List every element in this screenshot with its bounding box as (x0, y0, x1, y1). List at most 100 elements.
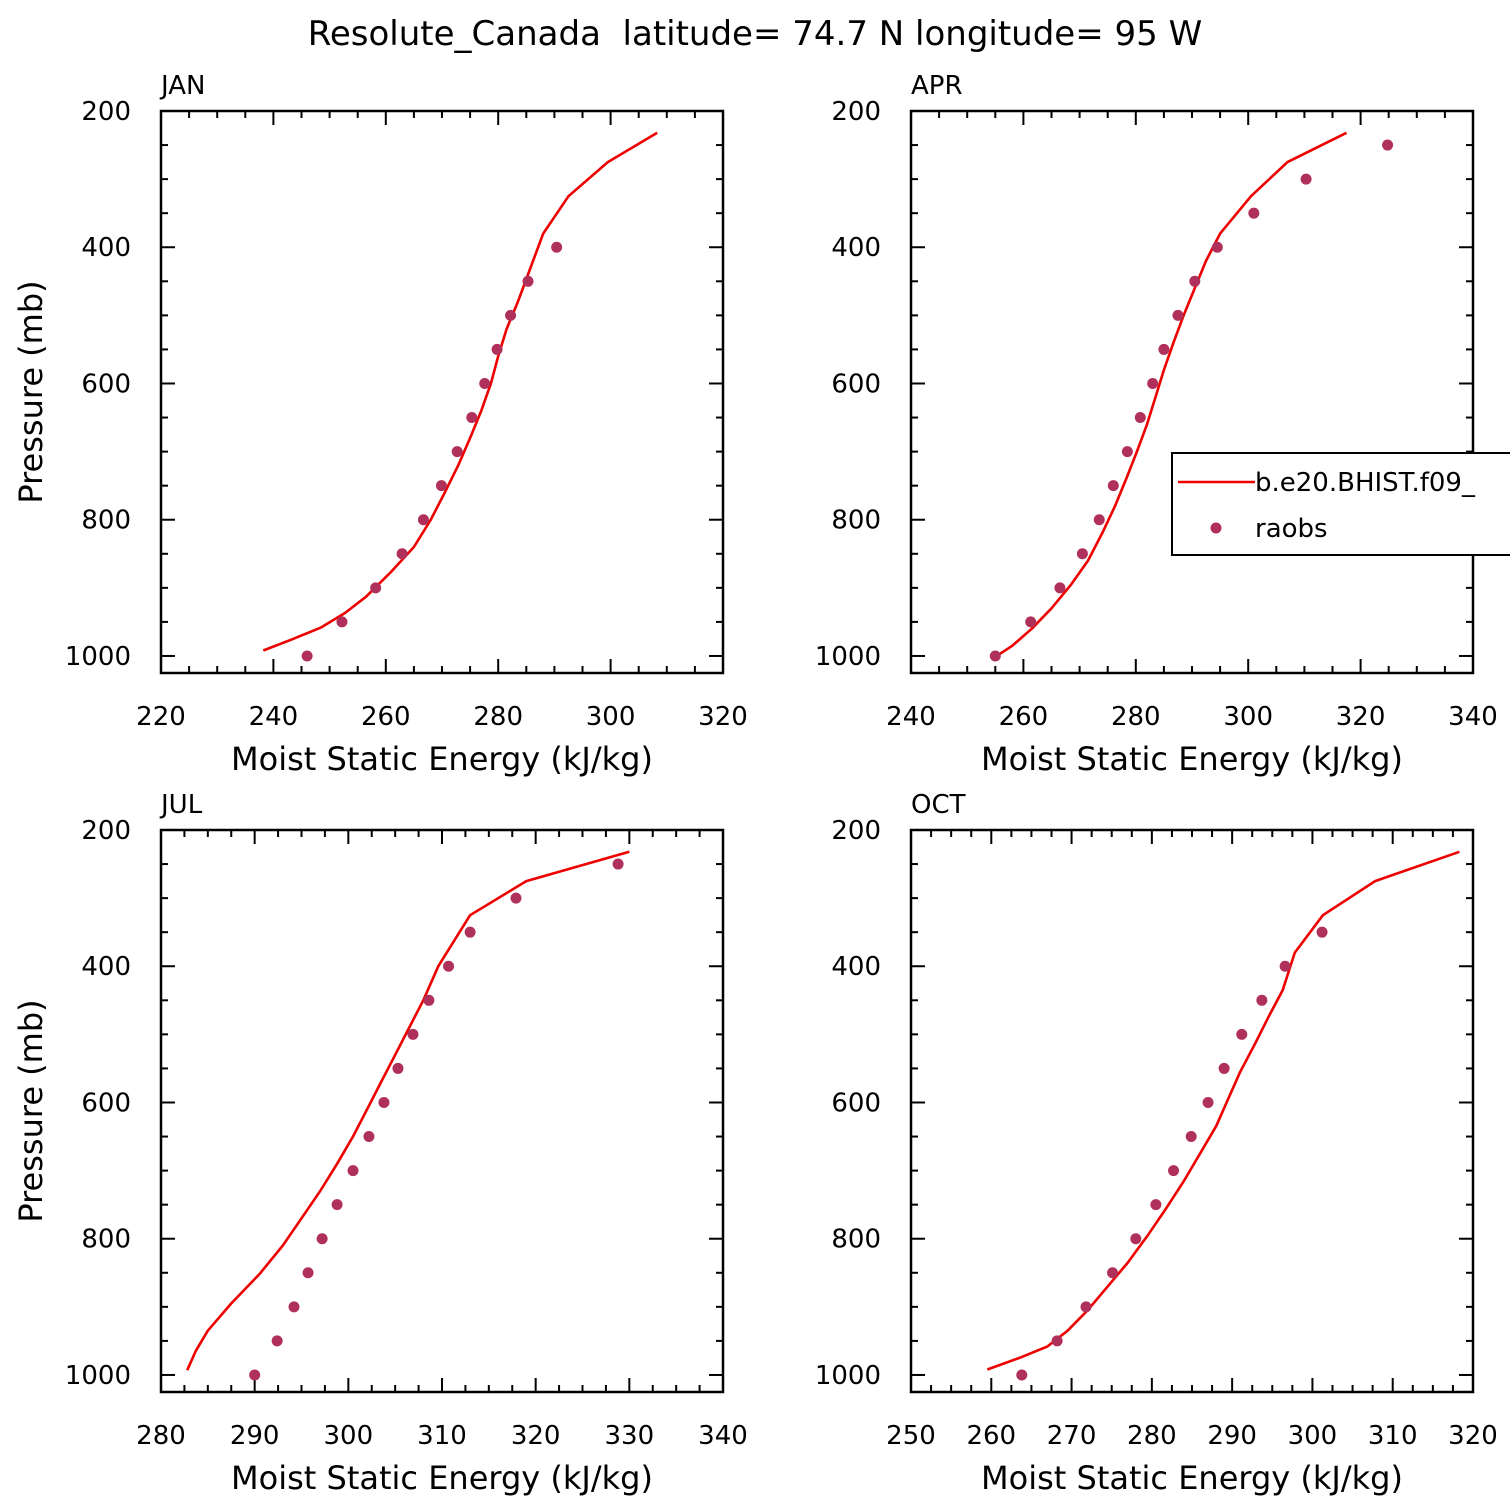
panel-oct-xtick-label: 270 (1047, 1421, 1097, 1451)
panel-jul-xtick-label: 320 (511, 1421, 561, 1451)
panel-jul-ytick-label: 400 (81, 952, 131, 982)
panel-oct-xtick-label: 320 (1448, 1421, 1498, 1451)
panel-jan-data (262, 131, 658, 662)
panel-jan-raobs-point (336, 616, 348, 628)
panel-oct-ytick-label: 800 (831, 1225, 881, 1255)
panel-jul-raobs-point (443, 960, 455, 972)
panel-jan-raobs-point (396, 548, 408, 560)
panel-jan-xlabel: Moist Static Energy (kJ/kg) (231, 740, 653, 778)
panel-jul-raobs-point (302, 1267, 314, 1279)
panel-apr-xtick-label: 300 (1223, 702, 1273, 732)
panel-apr-raobs-point (1300, 173, 1312, 185)
panel-apr-raobs-point (1093, 514, 1105, 526)
panel-oct-model-line (986, 850, 1460, 1371)
panel-jan-ytick-label: 400 (81, 233, 131, 263)
panel-apr-raobs-point (1121, 446, 1133, 458)
panel-jan: 220 240 260 280 300 320 200 400 600 800 1000 JAN Moi… (12, 71, 748, 778)
panel-oct-xtick-label: 260 (966, 1421, 1016, 1451)
panel-apr-label: APR (911, 71, 963, 101)
panel-jul-raobs-point (347, 1165, 359, 1177)
panel-jul-xtick-label: 300 (324, 1421, 374, 1451)
panel-jan-raobs-point (479, 377, 491, 389)
panel-jan-label: JAN (159, 71, 205, 101)
panel-jul-raobs-point (378, 1096, 390, 1108)
panel-jul-xlabel: Moist Static Energy (kJ/kg) (231, 1459, 653, 1497)
panel-oct-raobs-point (1080, 1301, 1092, 1313)
panel-jul-raobs-point (331, 1199, 343, 1211)
panel-jan-ytick-label: 200 (81, 97, 131, 127)
panel-apr-raobs-point (1211, 241, 1223, 253)
panel-oct-raobs-point (1107, 1267, 1119, 1279)
panel-oct-label: OCT (911, 790, 966, 820)
panel-jan-raobs-point (551, 241, 563, 253)
panel-apr-ytick-label: 200 (831, 97, 881, 127)
panel-jan-xtick-label: 280 (473, 702, 523, 732)
panel-oct-raobs-point (1051, 1335, 1063, 1347)
legend: b.e20.BHIST.f09_raobs (1171, 452, 1510, 556)
panel-jan-raobs-point (505, 309, 517, 321)
legend-raobs-label: raobs (1255, 514, 1328, 544)
panel-jul-raobs-point (423, 994, 435, 1006)
panel-oct-xtick-label: 290 (1207, 1421, 1257, 1451)
panel-apr: 240 260 280 300 320 340 200 400 600 800 1000 APR Moi… (815, 71, 1498, 778)
panel-jan-xtick-label: 240 (249, 702, 299, 732)
panel-jan-raobs-point (301, 650, 313, 662)
panel-jan-frame (159, 109, 725, 675)
panel-oct-raobs-point (1150, 1199, 1162, 1211)
panel-apr-xtick-label: 260 (999, 702, 1049, 732)
panel-jul-xtick-label: 290 (230, 1421, 280, 1451)
panel-apr-raobs-point (1054, 582, 1066, 594)
panel-jul-label: JUL (159, 790, 203, 820)
panel-jul-raobs-point (249, 1369, 261, 1381)
panel-jul-ytick-label: 800 (81, 1225, 131, 1255)
panel-apr-ytick-label: 400 (831, 233, 881, 263)
panel-apr-data (989, 131, 1394, 662)
panel-jul-raobs-point (271, 1335, 283, 1347)
panel-jul-ytick-label: 600 (81, 1088, 131, 1118)
panel-oct-raobs-point (1316, 926, 1328, 938)
panel-jul-xtick-label: 310 (417, 1421, 467, 1451)
panel-jul-raobs-point (612, 858, 624, 870)
panel-jul-raobs-point (316, 1233, 328, 1245)
panel-jan-raobs-point (451, 446, 463, 458)
panel-jan-raobs-point (417, 514, 429, 526)
panel-apr-raobs-point (1172, 309, 1184, 321)
panel-oct-ytick-label: 200 (831, 816, 881, 846)
panel-oct-xtick-label: 300 (1288, 1421, 1338, 1451)
panel-apr-raobs-point (1382, 139, 1394, 151)
panel-apr-frame (909, 109, 1475, 675)
panel-apr-raobs-point (989, 650, 1001, 662)
panel-apr-xlabel: Moist Static Energy (kJ/kg) (981, 740, 1403, 778)
panel-jul-ytick-label: 200 (81, 816, 131, 846)
panel-jul-data (186, 850, 630, 1381)
panel-jul-model-line (186, 850, 630, 1371)
panel-jul-ytick-label: 1000 (65, 1361, 131, 1391)
panel-jan-model-line (262, 131, 658, 652)
panel-jul-raobs-point (392, 1062, 404, 1074)
panel-jan-xtick-label: 320 (698, 702, 748, 732)
panel-jul-xtick-label: 280 (136, 1421, 186, 1451)
panel-apr-raobs-point (1107, 480, 1119, 492)
panel-apr-ytick-label: 800 (831, 506, 881, 536)
panel-apr-xtick-label: 280 (1111, 702, 1161, 732)
panel-jul-xtick-label: 330 (605, 1421, 655, 1451)
panel-jan-ytick-label: 1000 (65, 642, 131, 672)
panel-jan-ytick-label: 600 (81, 369, 131, 399)
panel-apr-xtick-label: 340 (1448, 702, 1498, 732)
panel-jul-raobs-point (363, 1131, 375, 1143)
panel-apr-xtick-label: 320 (1336, 702, 1386, 732)
panel-jul-xtick-label: 340 (698, 1421, 748, 1451)
panel-jan-ylabel: Pressure (mb) (12, 280, 50, 503)
panels: 220 240 260 280 300 320 200 400 600 800 1000 JAN Moi… (12, 71, 1510, 1497)
panel-jan-raobs-point (466, 412, 478, 424)
panel-oct-ytick-label: 600 (831, 1088, 881, 1118)
figure-title: Resolute_Canada latitude= 74.7 N longitu… (308, 14, 1202, 54)
panel-jul-raobs-point (510, 892, 522, 904)
panel-oct-raobs-point (1168, 1165, 1180, 1177)
panel-oct-raobs-point (1218, 1062, 1230, 1074)
panel-jul-frame (159, 828, 725, 1394)
panel-oct-raobs-point (1130, 1233, 1142, 1245)
panel-jul-raobs-point (464, 926, 476, 938)
legend-raobs-marker (1210, 522, 1222, 534)
